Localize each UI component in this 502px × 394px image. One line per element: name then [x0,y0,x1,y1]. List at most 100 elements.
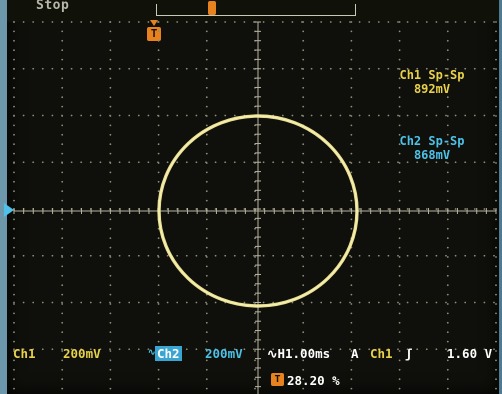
grid-dot [339,67,342,70]
ch1-label[interactable]: Ch1 [13,346,36,361]
grid-dot [118,114,121,117]
grid-dot [109,124,112,127]
grid-dot [109,340,112,343]
grid-dot [358,301,361,304]
grid-dot [13,293,15,296]
grid-dot [473,67,476,70]
grid-dot [368,254,371,257]
grid-dot [205,368,208,371]
grid-dot [109,368,112,371]
grid-dot [89,21,92,23]
grid-dot [398,293,401,296]
grid-dot [195,21,198,23]
grid-dot [406,114,409,117]
ch1-ground-marker-icon[interactable] [4,203,14,217]
record-position-marker[interactable] [208,1,216,15]
grid-dot [262,208,265,210]
grid-dot [339,21,342,23]
grid-dot [495,331,497,334]
grid-dot [109,378,112,381]
grid-dot [32,348,35,351]
grid-dot [89,348,92,351]
grid-dot [89,67,92,70]
grid-dot [137,161,140,164]
ch2-label[interactable]: Ch2 [155,346,182,361]
grid-dot [302,86,305,89]
grid-dot [254,237,256,240]
grid-dot [350,312,353,315]
grid-dot [41,301,44,304]
grid-dot [398,58,401,61]
grid-dot [147,254,150,257]
grid-dot [425,67,428,70]
grid-dot [329,301,332,304]
grid-dot [99,21,102,23]
grid-dot [350,340,353,343]
grid-dot [109,387,112,390]
grid-dot [398,21,401,23]
grid-dot [495,58,497,61]
grid-dot [176,114,179,117]
grid-dot [157,180,160,183]
grid-dot [205,254,207,257]
grid-dot [445,254,447,257]
grid-dot [176,67,179,70]
grid-dot [147,21,150,23]
grid-dot [350,86,353,89]
grid-dot [22,348,25,351]
grid-dot [99,348,102,351]
grid-dot [61,114,63,117]
grid-dot [398,77,401,80]
grid-dot [61,190,64,193]
grid-dot [416,21,419,23]
grid-dot [454,254,457,257]
grid-dot [13,237,15,240]
grid-dot [329,254,332,257]
grid-dot [205,237,208,240]
grid-dot [310,348,313,351]
grid-dot [464,21,467,23]
grid-dot [157,293,160,296]
grid-dot [157,284,160,287]
grid-dot [147,161,150,164]
grid-dot [214,114,217,117]
grid-dot [205,77,208,80]
grid-dot [358,67,361,70]
grid-dot [157,114,159,117]
trigger-position-marker[interactable]: T [147,20,161,42]
grid-dot [302,312,305,315]
grid-dot [445,21,447,23]
grid-dot [61,21,63,23]
grid-dot [358,348,361,351]
grid-dot [398,312,401,315]
grid-dot [128,348,131,351]
grid-dot [13,256,15,258]
grid-dot [253,67,255,70]
grid-dot [435,67,438,70]
grid-dot [397,301,399,304]
grid-dot [128,67,131,70]
grid-dot [157,143,160,146]
grid-dot [109,143,112,146]
grid-dot [281,21,284,23]
grid-dot [205,303,208,305]
grid-dot [493,161,495,164]
grid-dot [493,301,495,304]
grid-dot [302,218,305,221]
grid-dot [446,152,449,155]
grid-dot [446,321,449,324]
grid-dot [13,199,15,202]
grid-dot [493,21,495,23]
grid-dot [253,301,255,304]
grid-dot [109,321,112,324]
grid-dot [446,96,449,99]
grid-dot [398,39,401,42]
grid-dot [22,161,25,164]
grid-dot [13,58,15,61]
grid-dot [339,254,342,257]
grid-dot [22,301,25,304]
grid-dot [473,348,476,351]
grid-dot [13,359,15,362]
grid-dot [495,39,497,42]
grid-dot [495,284,497,287]
